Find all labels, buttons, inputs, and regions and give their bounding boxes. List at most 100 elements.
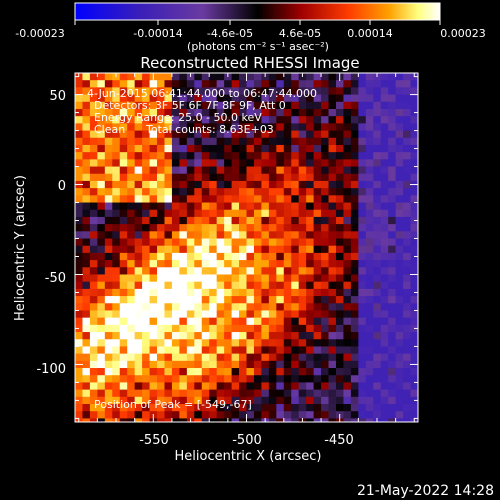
heatmap-cell bbox=[149, 310, 158, 319]
heatmap-cell bbox=[157, 94, 165, 103]
heatmap-cell bbox=[246, 188, 255, 196]
heatmap-cell bbox=[149, 274, 158, 283]
heatmap-cell bbox=[365, 353, 374, 362]
heatmap-cell bbox=[127, 332, 136, 340]
heatmap-cell bbox=[410, 260, 418, 268]
heatmap-cell bbox=[403, 101, 411, 110]
heatmap-cell bbox=[321, 231, 329, 239]
heatmap-cell bbox=[209, 245, 218, 254]
heatmap-cell bbox=[343, 267, 352, 275]
heatmap-cell bbox=[395, 389, 404, 398]
heatmap-cell bbox=[380, 137, 389, 146]
heatmap-cell bbox=[112, 267, 121, 275]
heatmap-cell bbox=[164, 346, 173, 355]
heatmap-cell bbox=[253, 245, 262, 254]
heatmap-cell bbox=[358, 368, 367, 376]
heatmap-cell bbox=[373, 108, 382, 117]
heatmap-cell bbox=[358, 73, 367, 81]
heatmap-cell bbox=[157, 252, 165, 261]
heatmap-cell bbox=[157, 137, 165, 146]
heatmap-cell bbox=[365, 317, 374, 326]
heatmap-cell bbox=[298, 404, 307, 412]
heatmap-cell bbox=[104, 123, 113, 131]
heatmap-cell bbox=[231, 267, 240, 275]
heatmap-image bbox=[75, 73, 418, 422]
heatmap-cell bbox=[89, 245, 98, 254]
heatmap-cell bbox=[209, 202, 218, 211]
heatmap-cell bbox=[350, 375, 359, 383]
heatmap-cell bbox=[328, 94, 337, 103]
heatmap-cell bbox=[164, 339, 173, 347]
heatmap-cell bbox=[395, 152, 404, 160]
heatmap-cell bbox=[142, 375, 150, 383]
heatmap-cell bbox=[343, 116, 352, 124]
heatmap-cell bbox=[104, 180, 113, 189]
heatmap-cell bbox=[268, 252, 277, 261]
heatmap-cell bbox=[149, 173, 158, 182]
heatmap-cell bbox=[403, 166, 411, 175]
heatmap-cell bbox=[261, 411, 270, 419]
heatmap-cell bbox=[291, 238, 300, 247]
heatmap-cell bbox=[365, 87, 374, 95]
heatmap-cell bbox=[291, 281, 300, 290]
heatmap-cell bbox=[343, 339, 352, 347]
heatmap-cell bbox=[127, 123, 136, 131]
heatmap-cell bbox=[261, 123, 270, 131]
heatmap-cell bbox=[104, 73, 113, 81]
heatmap-cell bbox=[104, 288, 113, 297]
heatmap-cell bbox=[410, 303, 418, 311]
heatmap-cell bbox=[157, 281, 165, 290]
heatmap-cell bbox=[186, 144, 195, 153]
heatmap-cell bbox=[171, 324, 180, 333]
colorbar-gradient bbox=[74, 2, 441, 21]
heatmap-cell bbox=[328, 346, 337, 355]
heatmap-cell bbox=[388, 108, 397, 117]
heatmap-cell bbox=[186, 108, 195, 117]
heatmap-cell bbox=[261, 274, 270, 283]
heatmap-cell bbox=[313, 238, 322, 247]
heatmap-cell bbox=[306, 260, 315, 268]
heatmap-cell bbox=[283, 231, 292, 239]
heatmap-cell bbox=[291, 332, 300, 340]
heatmap-cell bbox=[328, 411, 337, 419]
heatmap-cell bbox=[194, 382, 203, 391]
heatmap-cell bbox=[179, 288, 188, 297]
heatmap-cell bbox=[142, 303, 150, 311]
heatmap-cell bbox=[395, 216, 404, 225]
heatmap-cell bbox=[350, 274, 359, 283]
heatmap-cell bbox=[171, 101, 180, 110]
heatmap-cell bbox=[149, 396, 158, 405]
heatmap-cell bbox=[186, 209, 195, 218]
heatmap-cell bbox=[291, 404, 300, 412]
heatmap-cell bbox=[216, 238, 225, 247]
heatmap-cell bbox=[380, 339, 389, 347]
heatmap-cell bbox=[89, 260, 98, 268]
heatmap-cell bbox=[104, 382, 113, 391]
heatmap-cell bbox=[298, 353, 307, 362]
heatmap-cell bbox=[328, 180, 337, 189]
heatmap-cell bbox=[194, 332, 203, 340]
heatmap-cell bbox=[283, 137, 292, 146]
heatmap-cell bbox=[365, 360, 374, 369]
heatmap-cell bbox=[388, 360, 397, 369]
heatmap-cell bbox=[306, 353, 315, 362]
heatmap-cell bbox=[89, 274, 98, 283]
heatmap-cell bbox=[216, 317, 225, 326]
heatmap-cell bbox=[149, 195, 158, 203]
heatmap-cell bbox=[157, 396, 165, 405]
heatmap-cell bbox=[201, 288, 210, 297]
heatmap-cell bbox=[104, 339, 113, 347]
heatmap-cell bbox=[142, 382, 150, 391]
heatmap-cell bbox=[201, 101, 210, 110]
heatmap-cell bbox=[89, 360, 98, 369]
heatmap-cell bbox=[239, 123, 247, 131]
heatmap-cell bbox=[298, 209, 307, 218]
heatmap-cell bbox=[283, 252, 292, 261]
heatmap-cell bbox=[321, 303, 329, 311]
heatmap-cell bbox=[283, 288, 292, 297]
heatmap-cell bbox=[149, 116, 158, 124]
heatmap-cell bbox=[201, 404, 210, 412]
heatmap-cell bbox=[343, 252, 352, 261]
heatmap-cell bbox=[134, 252, 143, 261]
heatmap-cell bbox=[97, 159, 106, 167]
